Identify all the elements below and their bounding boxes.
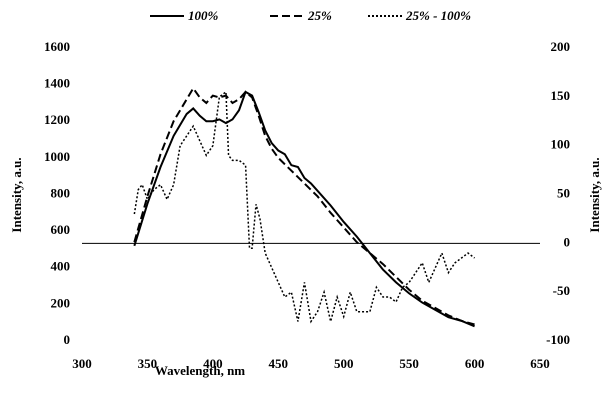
x-tick-label: 600 <box>465 356 485 371</box>
y-tick-label: 0 <box>64 332 71 347</box>
legend-label: 25% <box>307 8 332 23</box>
y-tick-label: 800 <box>51 185 71 200</box>
y2-tick-label: 200 <box>551 39 571 54</box>
y-tick-label: 1600 <box>44 39 70 54</box>
x-tick-label: 350 <box>138 356 158 371</box>
x-tick-label: 300 <box>72 356 92 371</box>
x-axis-label: Wavelength, nm <box>155 363 245 378</box>
y2-tick-label: 0 <box>564 234 571 249</box>
series-line <box>133 86 475 326</box>
y2-tick-label: 100 <box>551 137 571 152</box>
legend-label: 25% - 100% <box>405 8 471 23</box>
y-tick-label: 400 <box>51 259 71 274</box>
y2-axis-label: Intensity, a.u. <box>587 157 602 232</box>
y2-tick-label: -100 <box>546 332 570 347</box>
x-tick-label: 400 <box>203 356 223 371</box>
y-tick-label: 600 <box>51 222 71 237</box>
x-tick-label: 450 <box>269 356 289 371</box>
x-tick-label: 550 <box>399 356 419 371</box>
series-line <box>133 90 476 324</box>
series-line <box>133 90 475 328</box>
legend-label: 100% <box>188 8 219 23</box>
x-tick-label: 500 <box>334 356 354 371</box>
y2-tick-label: -50 <box>553 283 570 298</box>
y-tick-label: 200 <box>51 295 71 310</box>
y-tick-label: 1200 <box>44 112 70 127</box>
y-tick-label: 1000 <box>44 149 70 164</box>
y2-tick-label: 150 <box>551 88 571 103</box>
y2-tick-label: 50 <box>557 185 570 200</box>
y-tick-label: 1400 <box>44 76 70 91</box>
y-axis-label: Intensity, a.u. <box>9 157 24 232</box>
x-tick-label: 650 <box>530 356 550 371</box>
